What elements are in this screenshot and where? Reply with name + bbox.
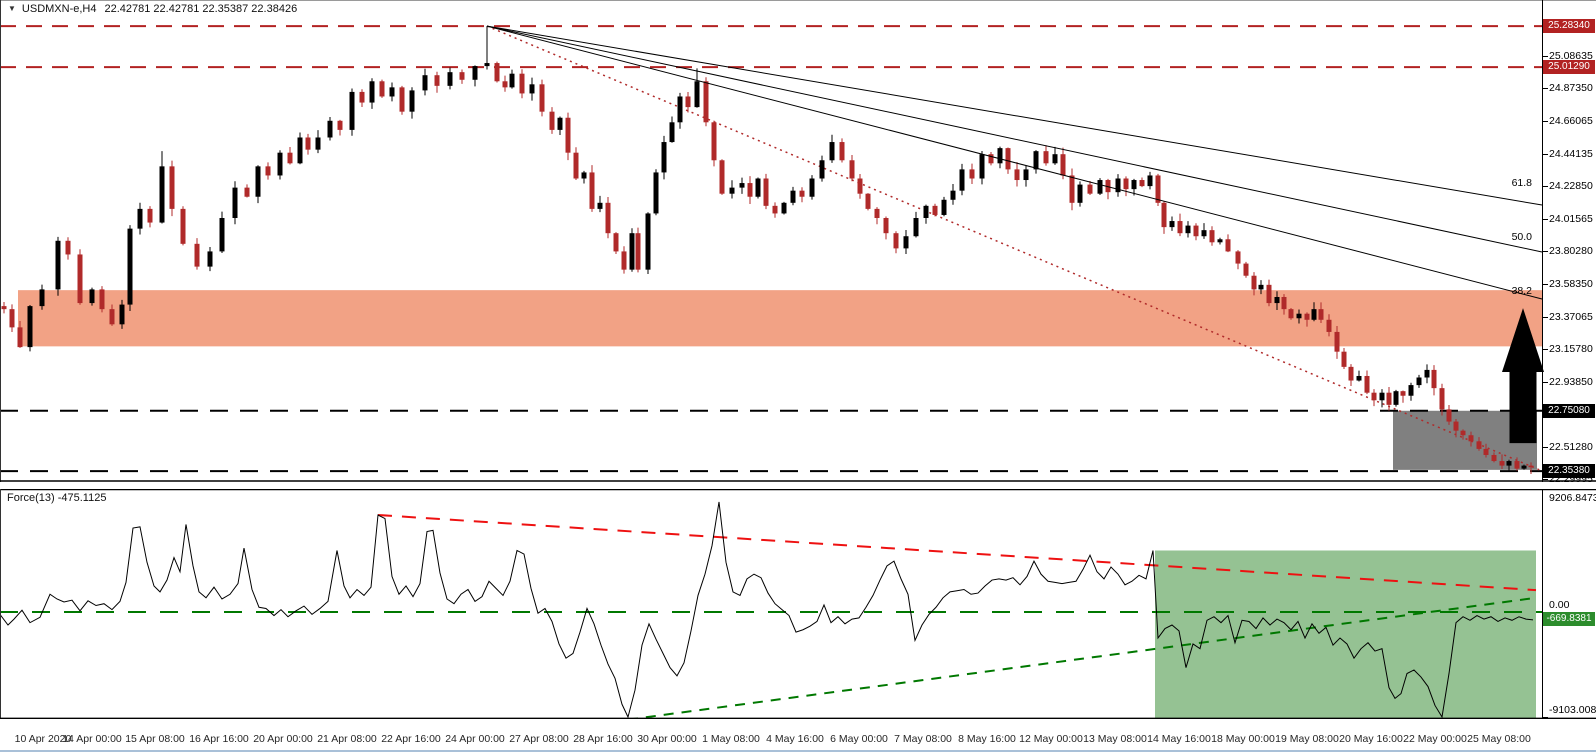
descending-dotted-trendline[interactable] [486,25,1543,472]
price-tick-mark [1543,382,1548,384]
time-axis-label: 28 Apr 16:00 [573,733,633,745]
bottom-scroll-strip[interactable] [0,750,1596,752]
force-value-badge: -669.8381 [1543,612,1595,626]
candle-series [1,26,1534,474]
symbol-name: USDMXN-e,H4 [21,3,97,15]
price-tick-label: 22.93850 [1549,376,1593,389]
fibonacci-fan[interactable]: 61.8 50.0 38.2 [486,25,1543,300]
up-arrow-annotation[interactable] [1502,308,1544,444]
time-axis-label: 25 May 08:00 [1467,733,1531,745]
force-tick-label: 0.00 [1549,599,1570,611]
ohlc-readout: 22.42781 22.42781 22.35387 22.38426 [104,3,298,15]
time-axis-label: 27 Apr 08:00 [509,733,569,745]
price-badge-resistance-1: 25.28340 [1543,19,1595,33]
time-axis-label: 4 May 16:00 [766,733,824,745]
fan-label-61.8: 61.8 [1512,177,1533,189]
time-axis-label: 21 Apr 08:00 [317,733,377,745]
time-axis-label: 15 Apr 08:00 [125,733,185,745]
price-badge-resistance-2: 25.01290 [1543,60,1595,74]
time-axis-label: 12 May 00:00 [1019,733,1083,745]
price-tick-label: 24.22850 [1549,180,1593,193]
force-indicator-chart[interactable] [0,489,1596,719]
price-tick-label: 23.37065 [1549,310,1593,323]
time-axis[interactable]: 10 Apr 2020 14 Apr 00:00 15 Apr 08:00 16 Ap… [0,731,1596,749]
price-tick-mark [1543,153,1548,155]
main-price-chart[interactable]: 61.8 50.0 38.2 [0,0,1596,482]
price-tick-mark [1543,88,1548,90]
price-tick-label: 22.51280 [1549,440,1593,453]
price-tick-label: 24.01565 [1549,212,1593,225]
price-tick-mark [1543,348,1548,350]
symbol-title: ▼ USDMXN-e,H4 22.42781 22.42781 22.35387 2… [8,3,297,15]
price-tick-mark [1543,186,1548,188]
time-axis-label: 14 May 16:00 [1147,733,1211,745]
price-tick-mark [1543,446,1548,448]
time-axis-label: 30 Apr 00:00 [637,733,697,745]
time-axis-label: 16 Apr 16:00 [189,733,249,745]
price-tick-label: 23.80280 [1549,244,1593,257]
chevron-down-icon[interactable]: ▼ [8,4,16,13]
time-axis-label: 6 May 00:00 [830,733,888,745]
force-index-line [0,501,1534,719]
fan-label-38.2: 38.2 [1512,285,1533,297]
price-tick-label: 24.87350 [1549,82,1593,95]
time-axis-label: 19 May 08:00 [1275,733,1339,745]
force-indicator-title: Force(13) -475.1125 [7,492,107,504]
fan-label-50.0: 50.0 [1512,231,1533,243]
price-badge-support-1: 22.75080 [1543,404,1595,418]
price-badge-support-2: 22.35380 [1543,464,1595,478]
price-tick-label: 25.08635 [1549,50,1593,62]
time-axis-label: 1 May 08:00 [702,733,760,745]
price-tick-mark [1543,56,1548,57]
force-tick-label: -9103.008 [1549,704,1596,716]
time-axis-label: 20 May 16:00 [1339,733,1403,745]
price-tick-mark [1543,479,1548,481]
time-axis-label: 7 May 08:00 [894,733,952,745]
force-red-trendline[interactable] [377,513,1537,592]
price-tick-label: 23.15780 [1549,342,1593,355]
green-accumulation-zone[interactable] [1155,550,1536,718]
force-tick-label: 9206.8473 [1549,492,1596,504]
time-axis-label: 10 Apr 2020 [14,733,72,745]
orange-supply-zone[interactable] [18,290,1542,347]
time-axis-label: 14 Apr 00:00 [62,733,122,745]
time-axis-label: 22 Apr 16:00 [381,733,441,745]
time-axis-label: 20 Apr 00:00 [253,733,313,745]
time-axis-label: 18 May 00:00 [1211,733,1275,745]
time-axis-label: 13 May 08:00 [1083,733,1147,745]
price-tick-mark [1543,284,1548,286]
price-tick-label: 24.66065 [1549,114,1593,127]
price-tick-label: 24.44135 [1549,147,1593,160]
price-tick-label: 23.58350 [1549,278,1593,291]
time-axis-label: 8 May 16:00 [958,733,1016,745]
price-tick-mark [1543,120,1548,122]
time-axis-label: 22 May 00:00 [1403,733,1467,745]
time-axis-label: 24 Apr 00:00 [445,733,505,745]
force-green-trendline[interactable] [627,596,1537,719]
price-tick-mark [1543,218,1548,220]
force-tick-mark [1543,717,1548,718]
price-tick-mark [1543,250,1548,252]
price-tick-mark [1543,316,1548,318]
